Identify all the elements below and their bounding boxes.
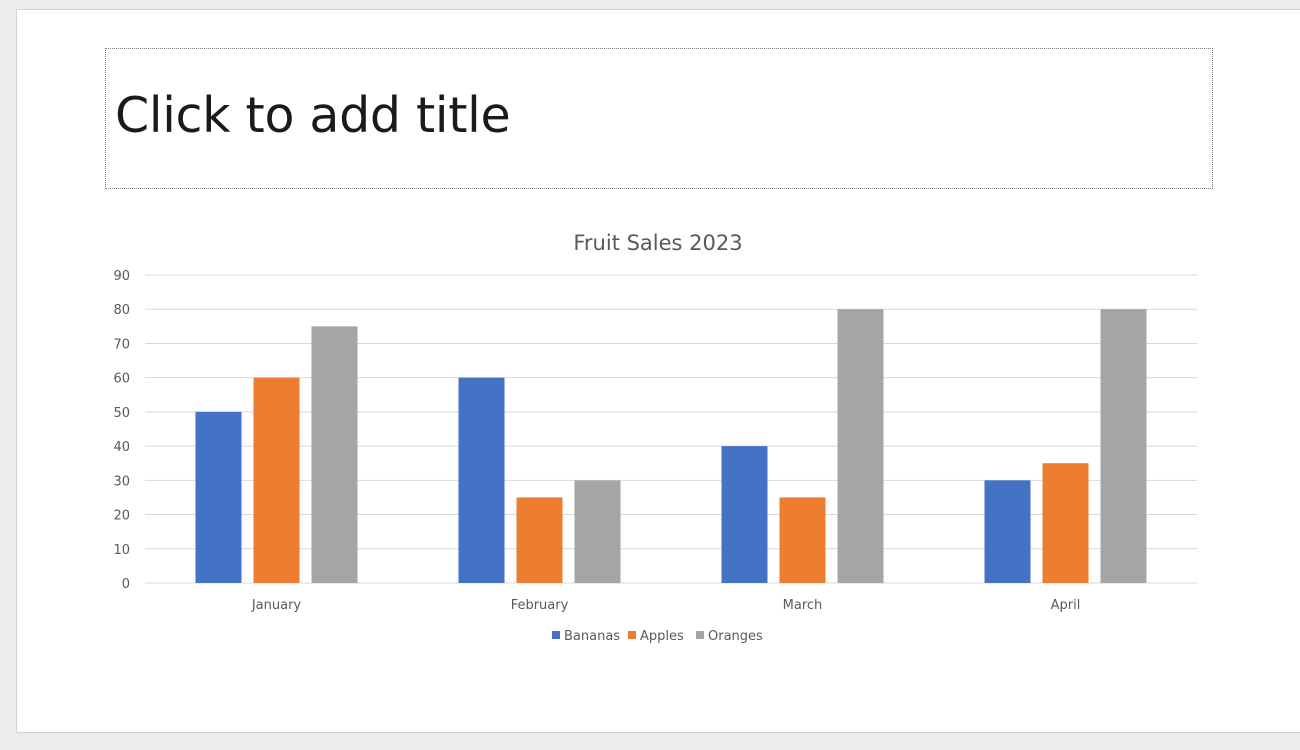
legend-swatch-bananas — [552, 631, 560, 639]
chart-gridlines — [145, 274, 1197, 584]
bar-apples-february[interactable] — [516, 497, 563, 583]
slide[interactable] — [16, 9, 1300, 733]
chart-y-axis: 0 10 20 30 40 50 60 70 80 90 — [113, 269, 130, 592]
legend-label-bananas: Bananas — [564, 629, 620, 644]
bar-oranges-february[interactable] — [574, 480, 621, 583]
bar-bananas-april[interactable] — [984, 480, 1031, 583]
bar-oranges-january[interactable] — [311, 326, 358, 583]
y-tick-label: 70 — [113, 337, 130, 352]
bar-bananas-february[interactable] — [458, 377, 505, 583]
legend-swatch-oranges — [696, 631, 704, 639]
bar-apples-april[interactable] — [1042, 463, 1089, 583]
y-tick-label: 50 — [113, 406, 130, 421]
y-tick-label: 20 — [113, 509, 130, 524]
y-tick-label: 60 — [113, 372, 130, 387]
y-tick-label: 90 — [113, 269, 130, 284]
bar-apples-march[interactable] — [779, 497, 826, 583]
y-tick-label: 0 — [122, 577, 130, 592]
bar-apples-january[interactable] — [253, 377, 300, 583]
bar-bananas-march[interactable] — [721, 446, 768, 583]
y-tick-label: 80 — [113, 303, 130, 318]
legend-label-oranges: Oranges — [708, 629, 763, 644]
legend-swatch-apples — [628, 631, 636, 639]
bar-oranges-april[interactable] — [1100, 309, 1147, 583]
legend-label-apples: Apples — [640, 629, 684, 644]
y-tick-label: 30 — [113, 474, 130, 489]
title-placeholder-text: Click to add title — [115, 87, 511, 144]
x-tick-label: April — [1051, 598, 1081, 613]
x-tick-label: March — [783, 598, 823, 613]
chart-title: Fruit Sales 2023 — [573, 231, 742, 255]
chart-plot-area — [195, 309, 1147, 583]
chart-legend[interactable]: Bananas Apples Oranges — [552, 629, 763, 644]
y-tick-label: 10 — [113, 543, 130, 558]
title-placeholder[interactable]: Click to add title — [105, 48, 1213, 189]
x-tick-label: January — [251, 598, 302, 613]
bar-bananas-january[interactable] — [195, 411, 242, 583]
bar-oranges-march[interactable] — [837, 309, 884, 583]
chart-x-axis: January February March April — [251, 598, 1081, 613]
y-tick-label: 40 — [113, 440, 130, 455]
x-tick-label: February — [511, 598, 569, 613]
